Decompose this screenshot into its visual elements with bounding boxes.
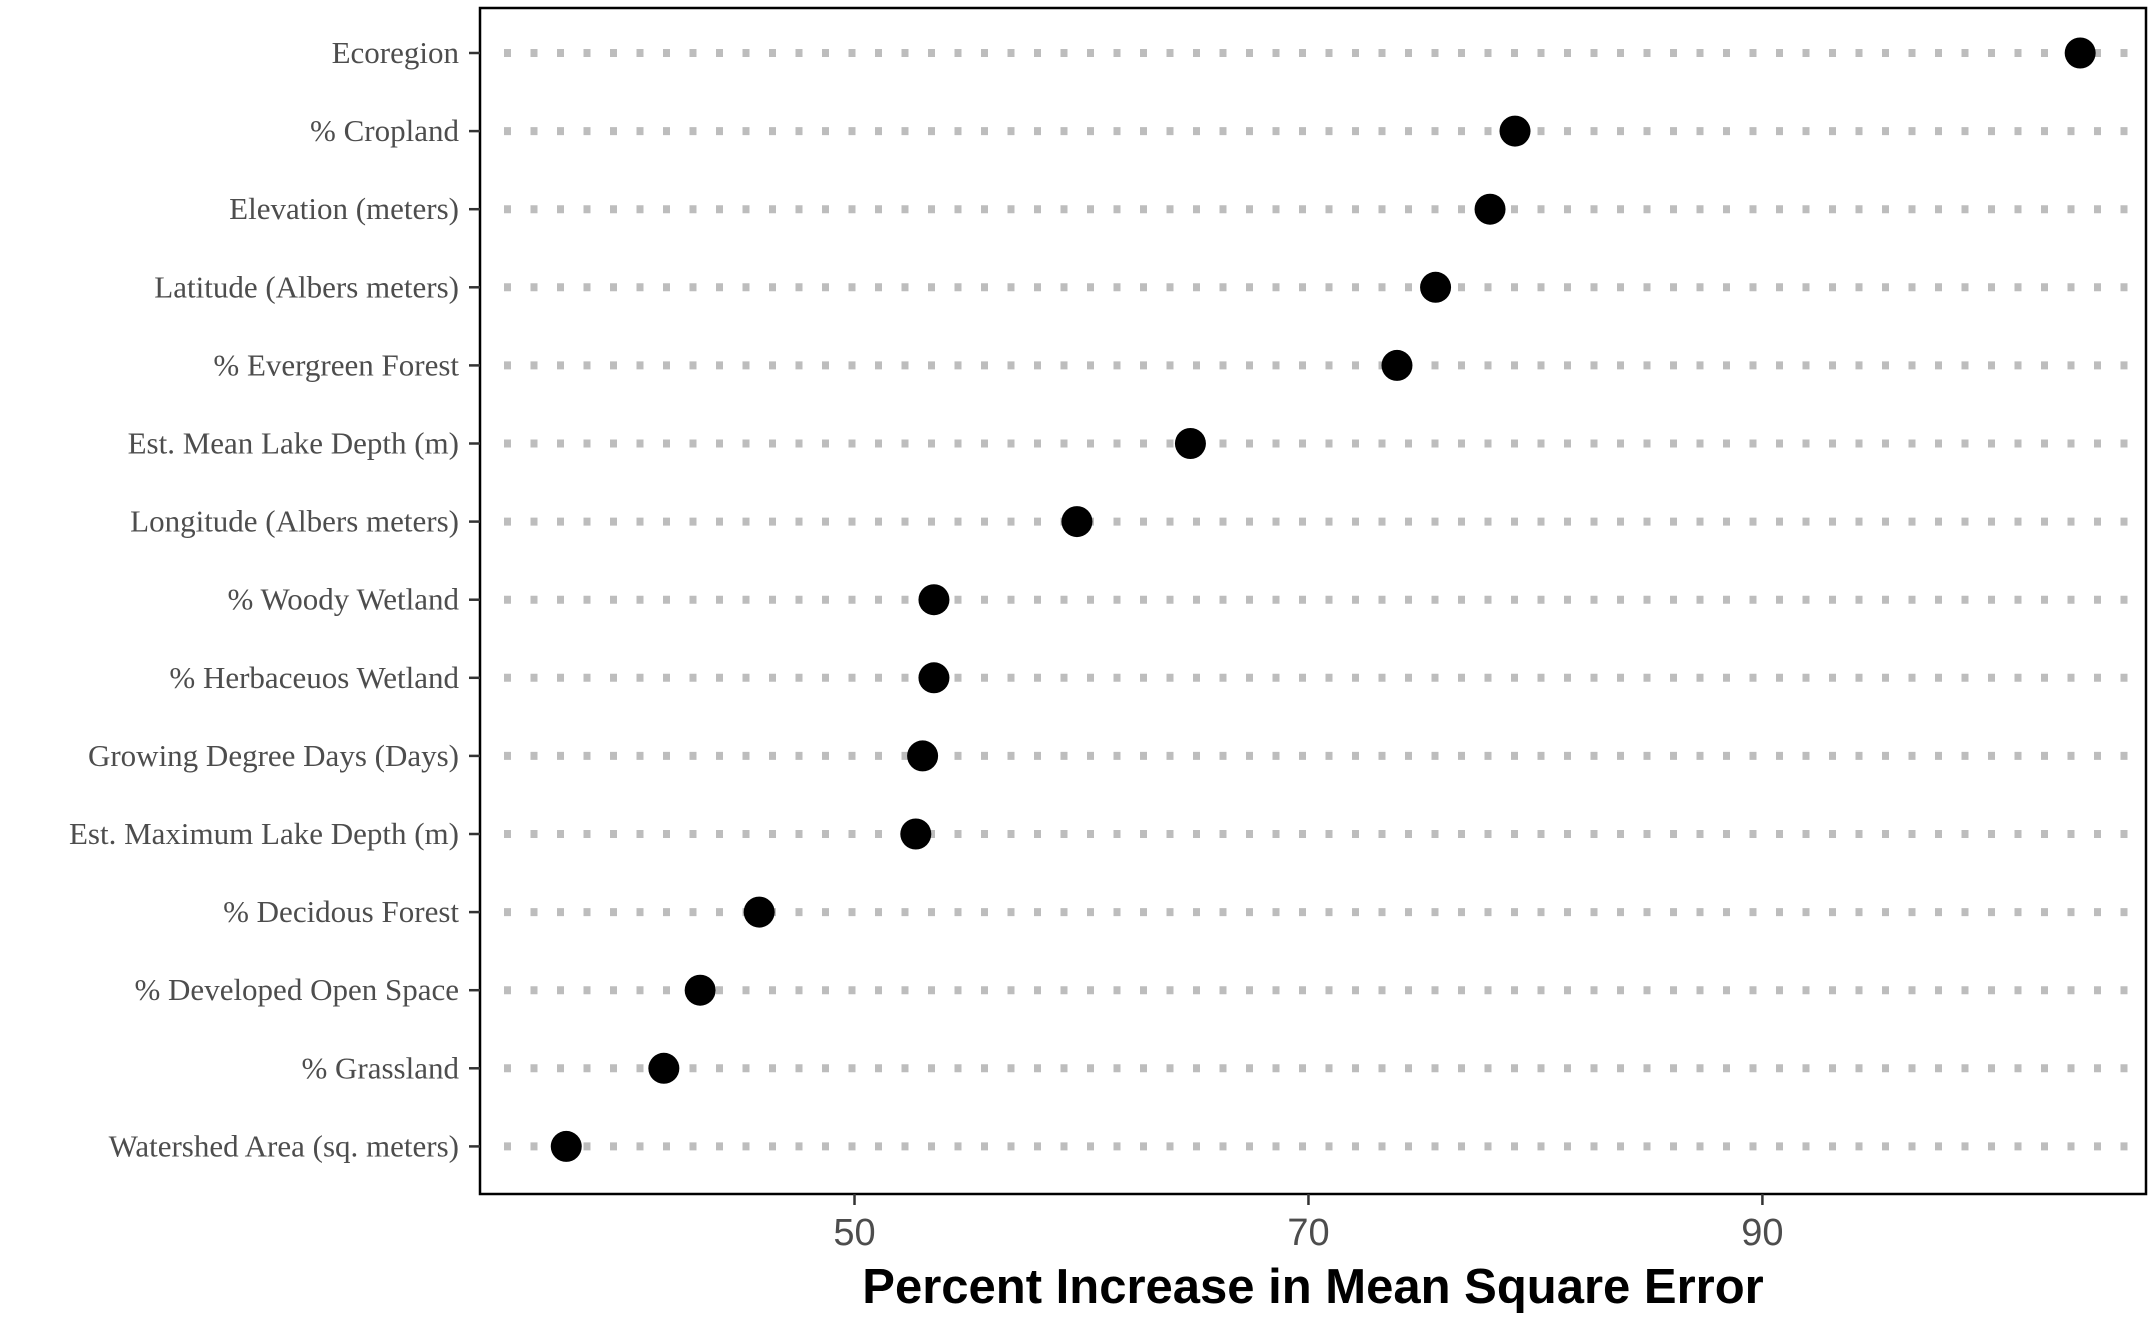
- y-tick-label: Est. Mean Lake Depth (m): [128, 426, 459, 461]
- data-point: [1381, 349, 1413, 381]
- x-axis-tick-labels: 50 70 90: [833, 1212, 1783, 1254]
- y-tick-label: Elevation (meters): [229, 191, 459, 226]
- x-axis-ticks: [853, 1194, 1764, 1205]
- y-axis-labels: Ecoregion % Cropland Elevation (meters) Lat…: [69, 35, 460, 1163]
- data-point: [550, 1130, 582, 1162]
- data-points: [550, 37, 2096, 1162]
- y-tick-label: Growing Degree Days (Days): [88, 738, 459, 773]
- plot-panel-border: [478, 6, 2148, 1196]
- y-tick-label: Latitude (Albers meters): [154, 269, 459, 304]
- x-tick-label: 50: [833, 1212, 875, 1254]
- x-axis-title: Percent Increase in Mean Square Error: [862, 1260, 1763, 1314]
- y-tick-label: Est. Maximum Lake Depth (m): [69, 816, 459, 851]
- data-point: [1061, 506, 1093, 538]
- data-point: [907, 740, 939, 772]
- data-point: [1420, 271, 1452, 303]
- data-point: [2064, 37, 2096, 69]
- data-point: [648, 1052, 680, 1084]
- y-tick-label: Ecoregion: [332, 35, 460, 70]
- y-tick-label: Longitude (Albers meters): [130, 504, 459, 539]
- y-tick-label: % Decidous Forest: [223, 894, 459, 929]
- y-tick-label: % Cropland: [310, 113, 459, 148]
- y-axis-ticks: [469, 51, 480, 1148]
- y-tick-label: % Developed Open Space: [134, 972, 459, 1007]
- y-tick-label: % Grassland: [301, 1050, 459, 1085]
- data-point: [684, 974, 716, 1006]
- data-point: [1499, 115, 1531, 147]
- y-tick-label: % Herbaceuos Wetland: [169, 660, 459, 695]
- data-point: [918, 662, 950, 694]
- data-point: [743, 896, 775, 928]
- y-tick-label: % Evergreen Forest: [213, 347, 459, 382]
- x-tick-label: 90: [1741, 1212, 1783, 1254]
- data-point: [900, 818, 932, 850]
- y-tick-label: % Woody Wetland: [227, 582, 459, 617]
- data-point: [1474, 193, 1506, 225]
- data-point: [1174, 428, 1206, 459]
- x-tick-label: 70: [1287, 1212, 1329, 1254]
- y-tick-label: Watershed Area (sq. meters): [109, 1128, 459, 1163]
- data-point: [918, 584, 950, 616]
